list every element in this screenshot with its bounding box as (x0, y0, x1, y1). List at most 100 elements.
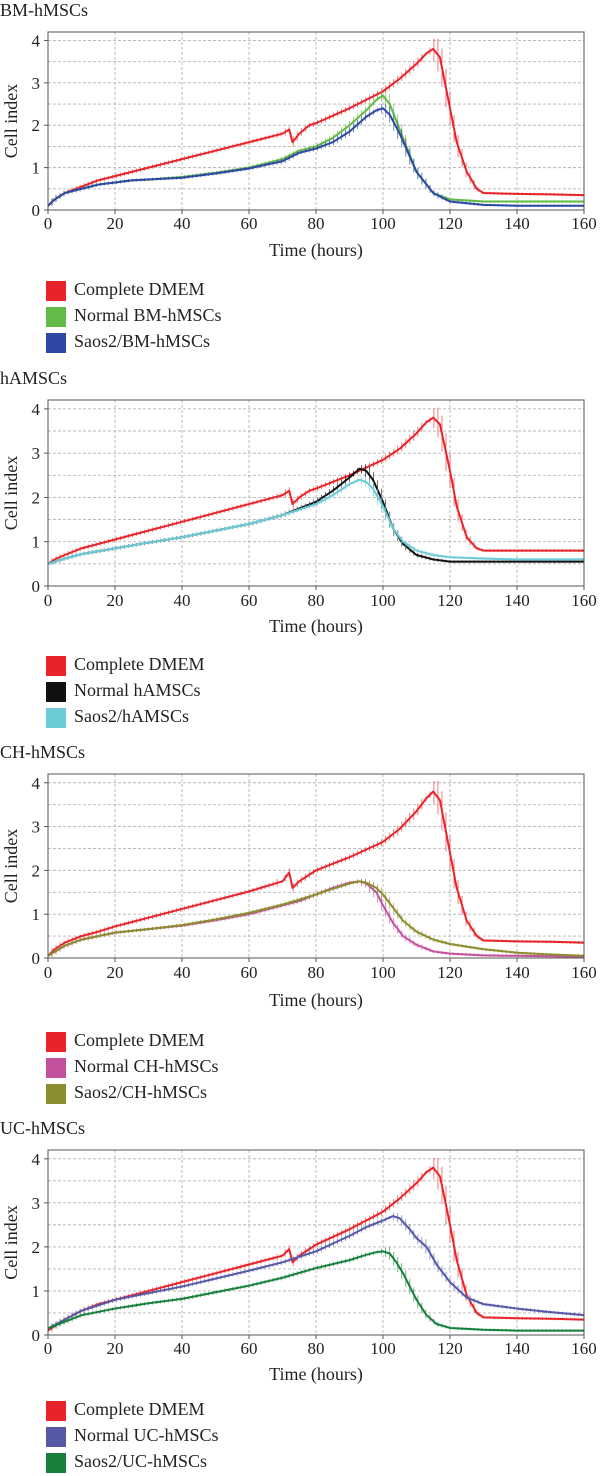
legend-label: Normal UC-hMSCs (74, 1425, 219, 1445)
legend-swatch (46, 1058, 66, 1078)
x-tick-label: 140 (504, 1339, 530, 1358)
x-tick-label: 120 (437, 214, 463, 233)
y-axis-label: Cell index (1, 829, 21, 904)
legend-label: Normal BM-hMSCs (74, 305, 222, 325)
chart-ch-hmscs: CH-hMSCs 0 20 40 60 80 100 120 140 160 0 1 2 3 4 Time (… (0, 742, 597, 1011)
legend-swatch (46, 1453, 66, 1473)
legend-swatch (46, 307, 66, 327)
legend-swatch (46, 656, 66, 676)
y-tick-label: 2 (32, 488, 41, 507)
legend-bm-hmscs: Complete DMEM Normal BM-hMSCs Saos2/BM-hMS… (46, 278, 446, 356)
x-tick-label: 140 (504, 963, 530, 982)
legend-swatch (46, 1084, 66, 1104)
series-line-complete-dmem (47, 47, 585, 207)
x-tick-label: 0 (44, 214, 53, 233)
panel-uc-hmscs: UC-hMSCs 0 20 40 60 80 100 120 140 160 0 1 2 3 4 Time (… (0, 1116, 600, 1396)
x-tick-label: 40 (174, 591, 191, 610)
legend-swatch (46, 333, 66, 353)
legend-label: Saos2/UC-hMSCs (74, 1451, 208, 1471)
y-tick-label: 0 (32, 577, 41, 596)
series-line-saos2-bm-hmscs (47, 107, 584, 207)
x-tick-label: 40 (174, 963, 191, 982)
y-tick-label: 0 (32, 201, 41, 220)
legend-swatch (46, 682, 66, 702)
chart-bm-hmscs: BM-hMSCs 0 20 40 60 80 100 120 140 160 0 1 2 3 4 Time (… (0, 0, 597, 261)
x-axis-label: Time (hours) (269, 240, 363, 261)
legend-swatch (46, 1401, 66, 1421)
x-tick-label: 40 (174, 1339, 191, 1358)
x-tick-label: 0 (44, 963, 53, 982)
legend-swatch (46, 281, 66, 301)
panel-hamscs: hAMSCs 0 20 40 60 80 100 120 140 160 0 1 2 3 4 Time (ho… (0, 366, 600, 651)
x-tick-label: 40 (174, 214, 191, 233)
legend-label: Complete DMEM (74, 1030, 205, 1050)
series-line-complete-dmem (47, 790, 585, 957)
legend-item-normal-uc-hmscs: Normal UC-hMSCs (46, 1424, 446, 1450)
legend-swatch (46, 1427, 66, 1447)
x-tick-label: 0 (44, 591, 53, 610)
x-axis-label: Time (hours) (269, 616, 363, 637)
x-tick-label: 160 (571, 591, 597, 610)
chart-title-hamscs: hAMSCs (0, 368, 67, 388)
y-axis-label: Cell index (1, 1205, 21, 1280)
x-axis-label: Time (hours) (269, 1364, 363, 1385)
x-tick-label: 160 (571, 214, 597, 233)
y-tick-label: 0 (32, 1326, 41, 1345)
legend-label: Normal CH-hMSCs (74, 1056, 219, 1076)
y-axis-label: Cell index (1, 84, 21, 159)
series-line-normal-uc-hmscs (47, 1215, 585, 1330)
y-tick-label: 4 (32, 774, 41, 793)
x-tick-label: 80 (308, 591, 325, 610)
legend-hamscs: Complete DMEM Normal hAMSCs Saos2/hAMSCs (46, 653, 446, 731)
legend-label: Saos2/hAMSCs (74, 706, 190, 726)
chart-hamscs: hAMSCs 0 20 40 60 80 100 120 140 160 0 1 2 3 4 Time (ho… (0, 368, 597, 637)
legend-uc-hmscs: Complete DMEM Normal UC-hMSCs Saos2/UC-hMS… (46, 1398, 446, 1476)
chart-title-ch-hmscs: CH-hMSCs (0, 742, 85, 762)
legend-label: Normal hAMSCs (74, 680, 201, 700)
y-tick-label: 3 (32, 1194, 41, 1213)
x-tick-label: 160 (571, 963, 597, 982)
x-tick-label: 120 (437, 591, 463, 610)
x-tick-label: 120 (437, 1339, 463, 1358)
y-tick-label: 3 (32, 818, 41, 837)
series-line-saos2-uc-hmscs (47, 1250, 584, 1332)
x-tick-label: 100 (370, 214, 396, 233)
legend-item-saos2-hamscs: Saos2/hAMSCs (46, 705, 446, 731)
y-tick-label: 4 (32, 1150, 41, 1169)
legend-item-saos2-bm-hmscs: Saos2/BM-hMSCs (46, 330, 446, 356)
x-tick-label: 20 (107, 214, 124, 233)
y-tick-label: 1 (32, 1282, 41, 1301)
x-tick-label: 100 (370, 1339, 396, 1358)
legend-item-normal-bm-hmscs: Normal BM-hMSCs (46, 304, 446, 330)
series-line-saos2-hamscs (47, 478, 584, 565)
x-axis-label: Time (hours) (269, 990, 363, 1011)
y-tick-label: 4 (32, 31, 41, 50)
x-tick-label: 20 (107, 591, 124, 610)
y-tick-label: 4 (32, 400, 41, 419)
x-tick-label: 20 (107, 1339, 124, 1358)
x-tick-label: 160 (571, 1339, 597, 1358)
legend-swatch (46, 708, 66, 728)
x-tick-label: 60 (241, 963, 258, 982)
x-tick-label: 80 (308, 1339, 325, 1358)
chart-title-uc-hmscs: UC-hMSCs (0, 1118, 85, 1138)
panel-bm-hmscs: BM-hMSCs 0 20 40 60 80 100 120 140 160 0 1 2 3 4 Time (… (0, 0, 600, 265)
y-tick-label: 1 (32, 905, 41, 924)
legend-item-saos2-uc-hmscs: Saos2/UC-hMSCs (46, 1450, 446, 1476)
legend-swatch (46, 1032, 66, 1052)
y-tick-label: 1 (32, 533, 41, 552)
legend-label: Complete DMEM (74, 1399, 205, 1419)
legend-label: Saos2/BM-hMSCs (74, 331, 211, 351)
x-tick-label: 20 (107, 963, 124, 982)
x-tick-label: 60 (241, 214, 258, 233)
x-tick-label: 140 (504, 591, 530, 610)
legend-item-complete-dmem: Complete DMEM (46, 653, 446, 679)
error-bars-complete-dmem (47, 407, 584, 568)
legend-item-complete-dmem: Complete DMEM (46, 1398, 446, 1424)
legend-item-complete-dmem: Complete DMEM (46, 278, 446, 304)
x-tick-label: 60 (241, 1339, 258, 1358)
legend-item-normal-ch-hmscs: Normal CH-hMSCs (46, 1055, 446, 1081)
legend-ch-hmscs: Complete DMEM Normal CH-hMSCs Saos2/CH-hMS… (46, 1029, 446, 1107)
legend-item-complete-dmem: Complete DMEM (46, 1029, 446, 1055)
